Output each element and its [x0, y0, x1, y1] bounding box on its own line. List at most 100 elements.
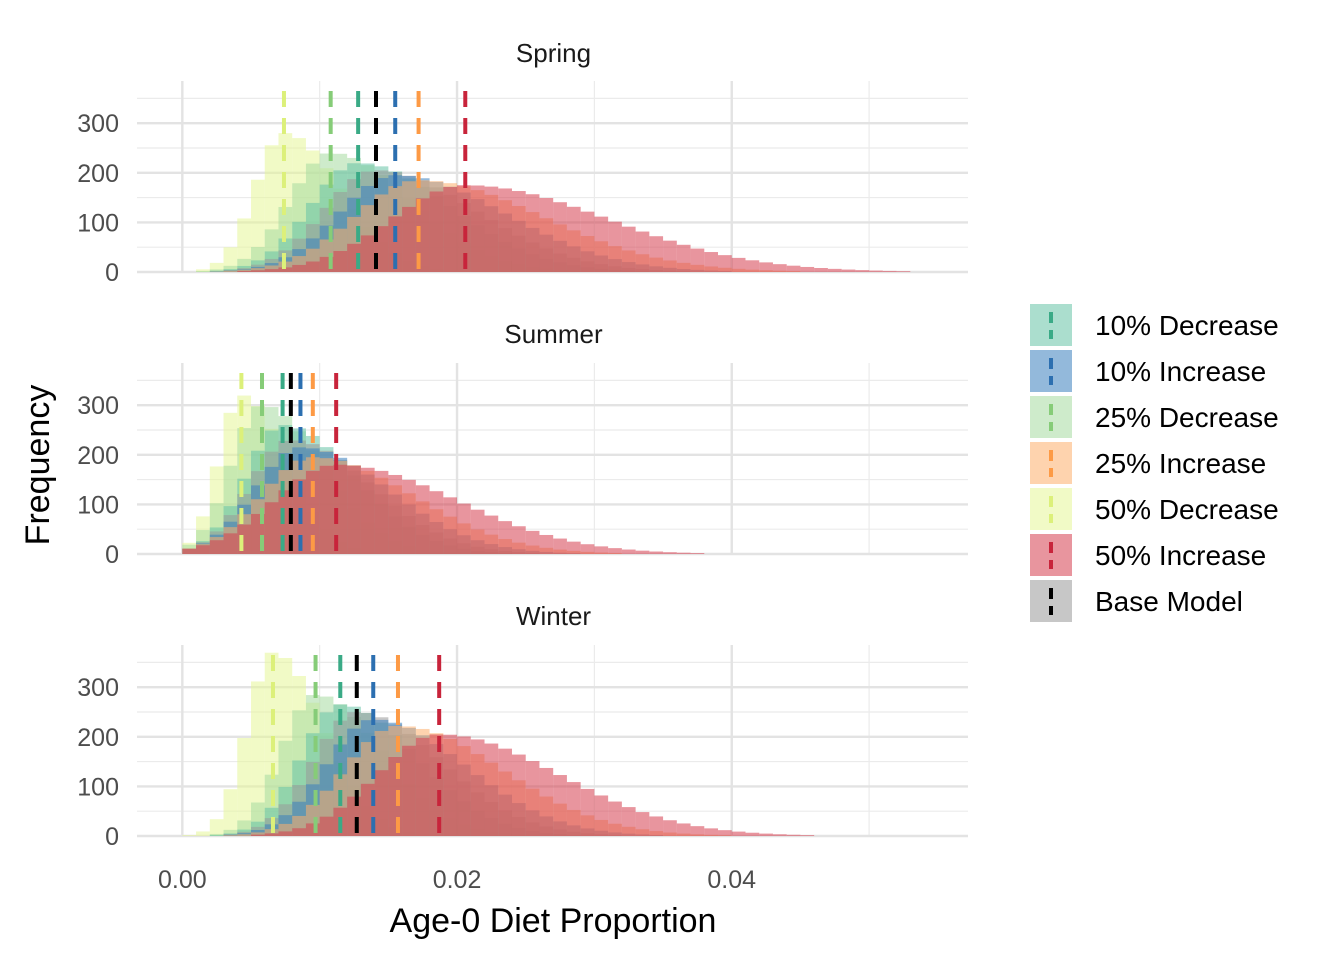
panel-title: Spring: [516, 38, 591, 68]
y-tick-label: 0: [105, 823, 119, 851]
histogram-bar: [731, 257, 746, 272]
histogram-bar: [223, 247, 238, 272]
histogram-bar: [498, 188, 512, 272]
histogram-bar: [608, 801, 622, 836]
y-tick-label: 300: [77, 674, 119, 702]
histogram-bar: [209, 540, 224, 554]
histogram-bar: [580, 788, 595, 836]
histogram-bar: [484, 186, 499, 272]
histogram-bar: [429, 491, 444, 554]
x-tick-label: 0.00: [158, 866, 207, 894]
histogram-bar: [484, 743, 499, 836]
legend-swatch: [1030, 488, 1072, 530]
histogram-bar: [759, 262, 773, 272]
histogram-bar: [649, 236, 664, 272]
y-tick-label: 300: [77, 392, 119, 420]
legend-swatch: [1030, 350, 1072, 392]
histogram-bar: [484, 515, 499, 554]
legend-item-25pct-increase: 25% Increase: [1030, 442, 1266, 484]
histogram-bar: [470, 185, 485, 272]
y-tick-label: 200: [77, 160, 119, 188]
mean-lines: [281, 91, 468, 272]
histogram-bar: [457, 503, 471, 554]
histogram-bar: [333, 251, 348, 272]
histogram-bar: [429, 191, 444, 272]
legend-label: 25% Increase: [1095, 448, 1266, 479]
histogram-bar: [676, 552, 691, 554]
histogram-bar: [676, 823, 691, 836]
histogram-bar: [443, 186, 458, 272]
histogram-bar: [525, 761, 540, 836]
legend-swatch: [1030, 304, 1072, 346]
histogram-bar: [553, 538, 567, 554]
histogram-bar: [772, 834, 787, 836]
histogram-bar: [360, 467, 375, 554]
legend-item-50pct-decrease: 50% Decrease: [1030, 488, 1279, 530]
histogram-bar: [690, 826, 705, 836]
histogram-bar: [209, 271, 224, 272]
y-tick-label: 100: [77, 491, 119, 519]
histogram-bar: [264, 502, 279, 554]
histogram-bar: [855, 270, 870, 272]
histogram-bar: [539, 534, 554, 554]
histogram-bar: [704, 252, 719, 272]
histogram-bar: [443, 497, 458, 554]
histogram-bar: [745, 832, 760, 836]
histogram-bar: [319, 465, 334, 554]
histogram-bar: [237, 269, 252, 272]
histogram-bar: [470, 739, 485, 836]
histogram-bar: [511, 526, 526, 554]
histogram-bar: [209, 835, 224, 836]
histogram-bar: [800, 266, 815, 272]
histogram-bar: [251, 268, 265, 272]
histogram-bar: [209, 262, 224, 272]
histogram-bar: [237, 218, 252, 272]
legend-item-10pct-increase: 10% Increase: [1030, 350, 1266, 392]
histogram-bar: [635, 550, 650, 554]
histogram-bar: [800, 835, 815, 836]
histogram-bar: [511, 754, 526, 836]
histogram-bar: [786, 265, 801, 272]
panel-title: Winter: [516, 601, 591, 631]
legend-item-10pct-decrease: 10% Decrease: [1030, 304, 1279, 346]
histogram-bar: [223, 789, 238, 836]
histogram-bar: [690, 553, 705, 554]
y-tick-label: 200: [77, 442, 119, 470]
y-tick-label: 100: [77, 773, 119, 801]
histogram-bar: [360, 235, 375, 272]
histogram-bar: [663, 820, 677, 836]
histogram-bar: [402, 745, 416, 836]
x-tick-label: 0.04: [707, 866, 756, 894]
histogram-bar: [594, 795, 609, 836]
series-50pct-increase: [251, 734, 815, 836]
histogram-bar: [635, 231, 650, 272]
histogram-bar: [621, 807, 636, 836]
histogram-bar: [869, 270, 883, 272]
legend-label: Base Model: [1095, 586, 1243, 617]
histogram-bar: [608, 548, 622, 554]
legend-label: 50% Increase: [1095, 540, 1266, 571]
histogram-bar: [704, 828, 719, 836]
histogram-bar: [292, 264, 306, 272]
histogram-bar: [827, 268, 842, 272]
histogram-bar: [251, 270, 265, 272]
legend-label: 50% Decrease: [1095, 494, 1279, 525]
histogram-bar: [223, 829, 238, 836]
y-tick-label: 200: [77, 724, 119, 752]
histogram-bar: [731, 831, 746, 836]
y-tick-label: 0: [105, 259, 119, 287]
histogram-bar: [182, 548, 197, 554]
histogram-bar: [690, 248, 705, 272]
panel-spring: Spring 0 100 200 300: [77, 38, 968, 287]
legend-item-25pct-decrease: 25% Decrease: [1030, 396, 1279, 438]
histogram-bar: [539, 767, 554, 836]
histogram-bar: [388, 216, 403, 272]
histogram-bar: [539, 197, 554, 272]
x-axis-title: Age-0 Diet Proportion: [390, 902, 717, 940]
histogram-bar: [649, 551, 664, 554]
histogram-bar: [278, 831, 293, 836]
histogram-bar: [196, 269, 210, 272]
histogram-bar: [182, 835, 197, 836]
panel-summer: Summer 0 100 200 300: [77, 319, 968, 569]
